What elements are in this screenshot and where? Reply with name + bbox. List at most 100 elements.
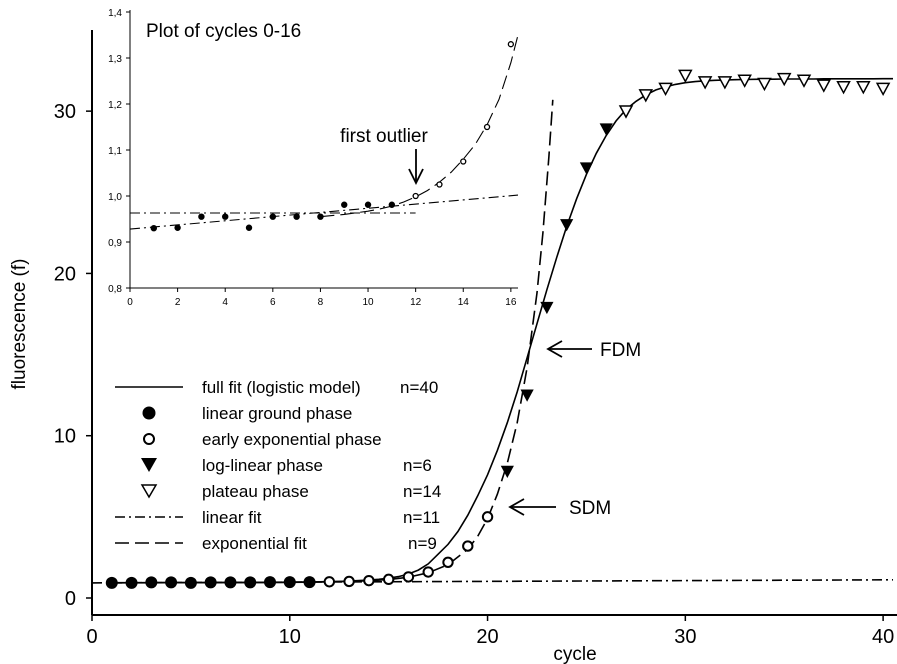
data-point-open-triangle [737,74,752,88]
sdm-annotation: SDM [508,498,611,519]
data-point-filled-circle [244,576,257,589]
inset-title: Plot of cycles 0-16 [146,21,301,42]
data-point-filled-circle [222,213,229,220]
data-point-filled-circle [317,213,324,220]
legend-label: full fit (logistic model) [202,378,361,397]
legend-linear-ground: linear ground phase [142,404,352,423]
data-point-filled-circle [145,576,158,589]
data-point-filled-triangle [540,301,554,315]
data-point-open-circle [442,556,454,568]
data-point-filled-circle [341,201,348,208]
legend-label: log-linear phase [202,456,323,475]
main-ticks: 0 10 20 30 40 0 10 20 30 [54,101,894,648]
inset-x-tick-label: 6 [270,297,276,308]
data-point-filled-circle [198,213,205,220]
series-line-linear-fit [91,578,894,584]
fdm-annotation: FDM [546,340,641,361]
data-point-filled-triangle [500,465,514,479]
data-point-open-circle [436,181,443,188]
inset-marks [129,34,519,232]
y-tick-label: 30 [54,101,76,123]
first-outlier-label: first outlier [340,126,428,147]
data-point-filled-circle [165,576,178,589]
data-point-open-circle [483,123,491,131]
legend-n: n=40 [400,378,438,397]
data-point-open-triangle [678,69,693,84]
data-point-filled-circle [105,576,118,589]
data-point-filled-circle [204,576,217,589]
legend-swatch-filled-triangle [141,458,157,472]
legend-swatch-open-triangle [140,484,158,499]
data-point-filled-circle [224,576,237,589]
data-point-open-triangle [658,82,673,97]
first-outlier-annotation: first outlier [340,126,428,186]
data-point-open-circle [382,573,395,586]
y-tick-label: 20 [54,263,76,285]
series-line-exponential-fit [320,34,519,218]
legend-log-linear: log-linear phase n=6 [141,456,432,475]
data-point-filled-circle [388,201,396,208]
data-point-open-triangle [757,77,772,92]
legend-swatch-filled-circle [142,406,156,420]
legend-label: linear ground phase [202,404,352,423]
inset-x-tick-label: 10 [362,297,374,308]
data-point-filled-circle [293,213,300,220]
inset-x-tick-label: 12 [410,297,422,308]
legend-swatch-open-circle [143,433,155,445]
legend-label: exponential fit [202,534,307,553]
data-point-open-circle [402,571,415,583]
legend: full fit (logistic model) n=40 linear gr… [115,378,441,553]
sdm-arrowhead [508,498,525,516]
data-point-open-triangle [776,72,792,87]
data-point-open-circle [507,41,515,48]
legend-plateau: plateau phase n=14 [140,482,441,501]
x-tick-label: 20 [476,626,498,648]
legend-exponential-fit: exponential fit n=9 [115,534,437,553]
fdm-arrowhead [546,340,563,358]
series-line-linear-fit [129,194,519,230]
inset-x-tick-label: 8 [318,297,324,308]
data-point-filled-circle [283,576,296,589]
legend-early-exponential: early exponential phase [143,430,382,449]
inset-y-tick-label: 1,3 [108,54,122,65]
y-tick-label: 10 [54,426,76,448]
data-point-open-triangle [697,76,713,90]
data-point-filled-circle [264,576,276,589]
data-point-open-triangle [836,80,851,95]
data-point-open-triangle [618,105,634,119]
fdm-label: FDM [600,340,641,361]
inset-y-tick-label: 0,9 [108,238,122,249]
legend-label: plateau phase [202,482,309,501]
data-point-filled-triangle [579,162,594,175]
legend-n: n=6 [403,456,432,475]
data-point-open-circle [422,566,434,578]
data-point-filled-circle [303,576,316,589]
inset-y-tick-label: 1,1 [108,146,122,157]
inset-background [130,10,518,288]
x-tick-label: 10 [279,626,301,648]
data-point-open-circle [363,574,375,587]
y-tick-label: 0 [65,588,76,610]
data-point-open-circle [462,540,474,552]
inset-y-tick-label: 1,4 [108,8,122,19]
legend-label: early exponential phase [202,430,382,449]
x-tick-label: 30 [674,626,696,648]
inset-plot: 0 2 4 6 8 10 12 14 16 0,8 0,9 1,0 1,1 1,2 1,3 1,4 Plot … [108,8,519,308]
data-point-filled-circle [364,201,372,208]
inset-y-tick-label: 1,0 [108,192,122,203]
data-point-open-triangle [875,82,891,97]
legend-linear-fit: linear fit n=11 [115,508,440,527]
data-point-filled-circle [150,225,158,232]
data-point-open-triangle [717,76,733,90]
inset-x-tick-label: 0 [127,297,133,308]
data-point-filled-circle [245,224,253,231]
data-point-filled-triangle [520,389,534,402]
first-outlier-arrowhead [408,168,424,186]
data-point-filled-circle [184,576,197,589]
data-point-open-triangle [816,79,832,93]
inset-y-tick-label: 0,8 [108,284,122,295]
x-tick-label: 40 [872,626,894,648]
data-point-open-circle [460,158,467,165]
